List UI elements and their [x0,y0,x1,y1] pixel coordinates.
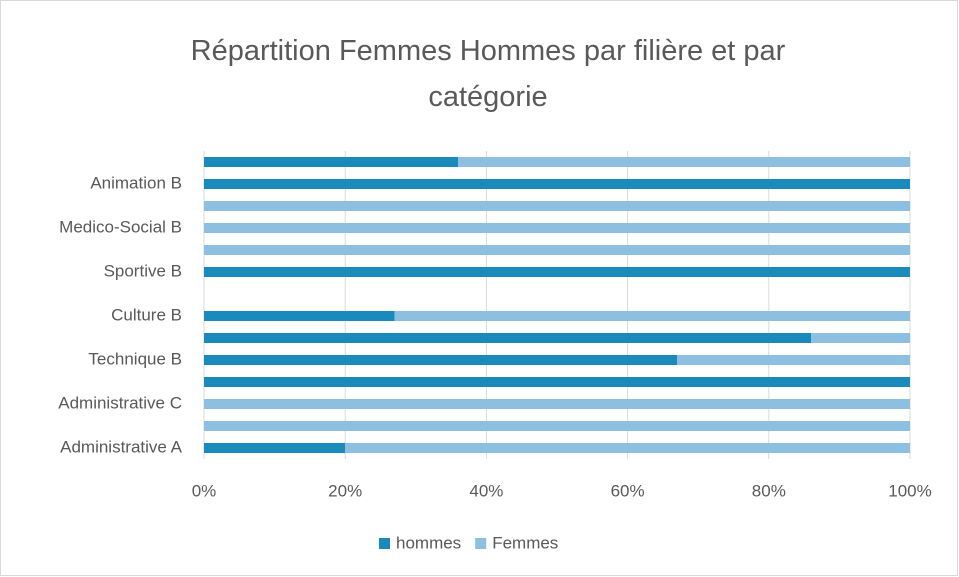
bar-segment [394,311,910,321]
x-tick-label: 60% [611,481,645,500]
x-tick-label: 20% [328,481,362,500]
legend-swatch [475,538,487,549]
y-tick-label: Sportive B [104,261,182,280]
x-tick-label: 0% [192,481,217,500]
bar-segment [204,421,910,431]
bar-segment [811,333,910,343]
y-tick-label: Administrative C [58,393,182,412]
legend-label: Femmes [492,533,558,552]
legend-label: hommes [396,533,461,552]
legend-swatch [379,538,390,549]
y-tick-label: Medico-Social B [59,217,182,236]
chart-title: Répartition Femmes Hommes par filière et… [190,35,786,113]
bar-segment [204,377,910,387]
bar-segment [458,157,910,167]
bar-segment [204,201,910,211]
bar-segment [204,157,459,167]
x-tick-label: 80% [752,481,786,500]
bar-segment [204,399,910,409]
bar-segment [677,355,910,365]
bar-segment [204,355,678,365]
bar-segment [345,443,910,453]
x-tick-label: 40% [469,481,503,500]
bar-segment [204,443,346,453]
y-tick-label: Animation B [90,173,182,192]
bar-segment [204,223,910,233]
x-tick-label: 100% [888,481,931,500]
bar-segment [204,311,395,321]
y-tick-label: Administrative A [60,437,183,456]
bar-segment [204,245,910,255]
bar-segment [204,333,812,343]
bar-segment [204,267,910,277]
y-tick-label: Culture B [111,305,182,324]
y-tick-label: Technique B [88,349,182,368]
bar-segment [204,179,910,189]
